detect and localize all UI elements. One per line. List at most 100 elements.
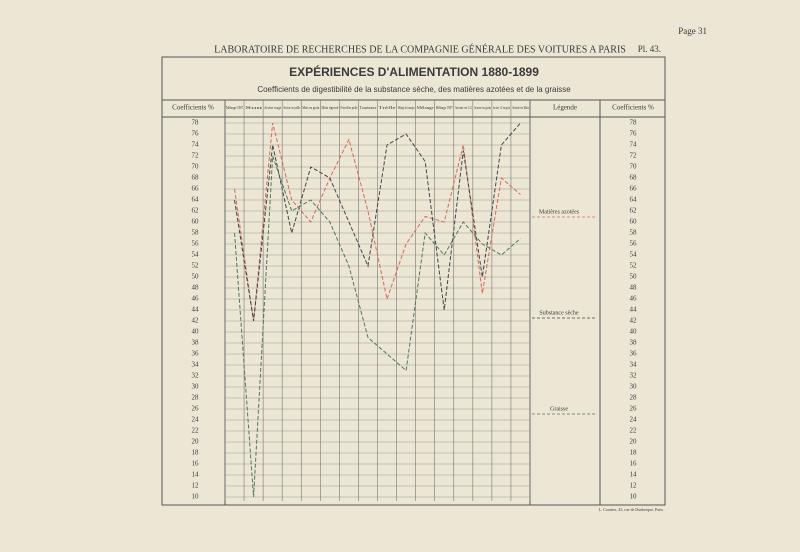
y-tick-label: 42	[630, 317, 638, 325]
chart-title: EXPÉRIENCES D'ALIMENTATION 1880-1899	[289, 64, 539, 79]
y-tick-label: 50	[192, 273, 200, 281]
y-tick-label: 62	[192, 207, 200, 215]
column-header: Avoine rouge	[264, 105, 281, 110]
y-tick-label: 12	[630, 482, 638, 490]
column-header: Maïs égrené	[321, 105, 338, 110]
y-tick-label: 54	[630, 251, 638, 259]
y-tick-label: 70	[630, 163, 638, 171]
y-tick-label: 14	[192, 471, 200, 479]
y-tick-label: 22	[630, 427, 638, 435]
y-tick-label: 24	[192, 416, 200, 424]
y-tick-label: 30	[192, 383, 200, 391]
y-tick-label: 16	[630, 460, 638, 468]
y-label: Coefficients %	[172, 104, 214, 112]
column-header: Mélange 1897	[436, 105, 453, 110]
y-tick-label: 20	[630, 438, 638, 446]
column-header: Féverolles paille	[340, 105, 357, 110]
y-tick-label: 60	[192, 218, 200, 226]
y-tick-label: 56	[630, 240, 638, 248]
y-tick-label: 42	[192, 317, 200, 325]
y-tick-label: 72	[630, 152, 638, 160]
y-tick-label: 74	[192, 141, 200, 149]
y-tick-label: 50	[630, 273, 638, 281]
y-tick-label: 10	[192, 493, 200, 501]
y-tick-label: 24	[630, 416, 638, 424]
y-tick-label: 26	[630, 405, 638, 413]
y-tick-label: 70	[192, 163, 200, 171]
y-tick-label: 32	[192, 372, 200, 380]
y-tick-label: 10	[630, 493, 638, 501]
y-tick-label: 40	[192, 328, 200, 336]
y-tick-label: 46	[630, 295, 638, 303]
legend-title: Légende	[553, 104, 577, 112]
column-header: Mélange 1887	[226, 105, 243, 110]
y-tick-label: 32	[630, 372, 638, 380]
y-tick-label: 68	[630, 174, 638, 182]
y-tick-label: 14	[630, 471, 638, 479]
footer: L. Courtier, 43, rue de Dunkerque, Paris	[599, 507, 664, 513]
y-tick-label: 18	[630, 449, 638, 457]
y-tick-label: 12	[192, 482, 200, 490]
legend-label: Graisse	[550, 406, 568, 412]
y-tick-label: 72	[192, 152, 200, 160]
column-header: Avoine 1/2 en grain	[493, 105, 510, 110]
y-tick-label: 34	[192, 361, 200, 369]
y-tick-label: 54	[192, 251, 200, 259]
y-tick-label: 20	[192, 438, 200, 446]
column-header: Avoine en 1/2	[455, 105, 472, 110]
y-tick-label: 36	[192, 350, 200, 358]
page-number: Page 31	[678, 26, 707, 36]
column-header: Son	[245, 105, 262, 110]
column-header: Avoine en paille	[283, 105, 300, 110]
column-header: Mélange	[417, 105, 434, 110]
y-tick-label: 60	[630, 218, 638, 226]
series-line	[234, 122, 521, 322]
y-tick-label: 48	[192, 284, 200, 292]
y-tick-label: 44	[192, 306, 200, 314]
y-tick-label: 56	[192, 240, 200, 248]
column-header: Trèfle	[379, 105, 396, 110]
y-tick-label: 28	[630, 394, 638, 402]
frame	[161, 56, 666, 506]
y-tick-label: 64	[630, 196, 638, 204]
y-tick-label: 36	[630, 350, 638, 358]
y-tick-label: 22	[192, 427, 200, 435]
y-tick-label: 46	[192, 295, 200, 303]
y-tick-label: 68	[192, 174, 200, 182]
y-tick-label: 52	[192, 262, 200, 270]
y-tick-label: 62	[630, 207, 638, 215]
y-tick-label: 66	[630, 185, 638, 193]
legend-label: Substance sèche	[539, 310, 578, 316]
y-tick-label: 58	[630, 229, 638, 237]
y-tick-label: 44	[630, 306, 638, 314]
y-tick-label: 78	[630, 119, 638, 127]
chart-subtitle: Coefficients de digestibilité de la subs…	[257, 85, 571, 94]
y-tick-label: 78	[192, 119, 200, 127]
y-tick-label: 48	[630, 284, 638, 292]
column-header: Avoine en Maïs	[512, 105, 529, 110]
y-tick-label: 34	[630, 361, 638, 369]
column-header: Mélange de fourrages	[398, 105, 415, 110]
legend-label: Matières azotées	[539, 209, 580, 215]
y-label: Coefficients %	[612, 104, 654, 112]
series-line	[234, 122, 521, 322]
column-header: Avoine en grain	[474, 105, 491, 110]
y-tick-label: 76	[192, 130, 200, 138]
y-tick-label: 58	[192, 229, 200, 237]
y-tick-label: 40	[630, 328, 638, 336]
y-tick-label: 76	[630, 130, 638, 138]
y-tick-label: 66	[192, 185, 200, 193]
y-tick-label: 74	[630, 141, 638, 149]
y-tick-label: 26	[192, 405, 200, 413]
column-header: Maïs en grain	[302, 105, 319, 110]
y-tick-label: 28	[192, 394, 200, 402]
header: LABORATOIRE DE RECHERCHES DE LA COMPAGNI…	[214, 43, 626, 55]
y-tick-label: 52	[630, 262, 638, 270]
y-tick-label: 16	[192, 460, 200, 468]
y-tick-label: 38	[192, 339, 200, 347]
column-header: Tourteaux	[359, 105, 376, 110]
y-tick-label: 30	[630, 383, 638, 391]
plate: Pl. 43.	[638, 44, 661, 54]
